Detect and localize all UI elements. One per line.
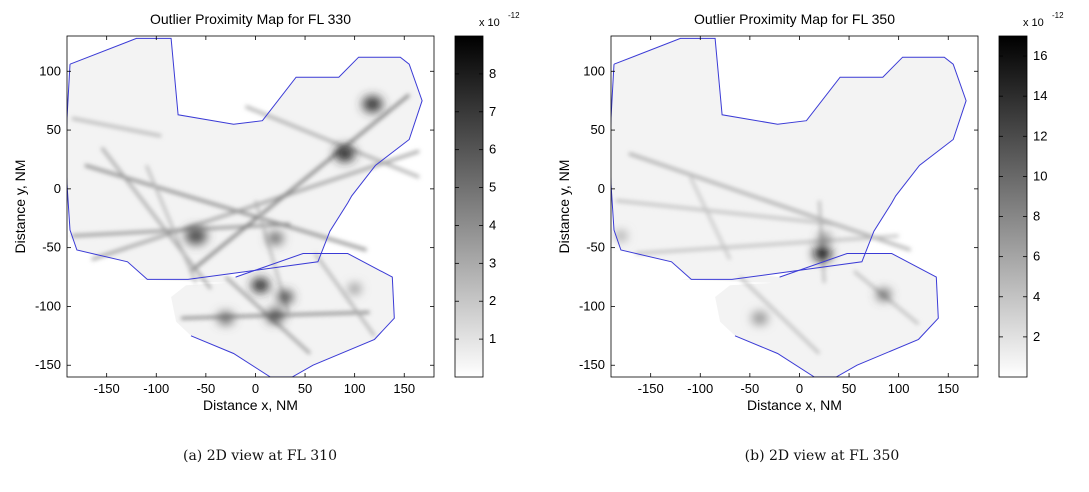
track-line [190, 93, 411, 273]
x-tick-label: -150 [638, 381, 664, 396]
colorbar-tick-label: 12 [1033, 128, 1047, 143]
track-line [84, 163, 367, 252]
axes-frame [610, 35, 979, 378]
colorbar-tick-label: 10 [1033, 168, 1047, 183]
x-tick-label: 100 [344, 381, 366, 396]
hotspot [362, 96, 383, 113]
chart-title: Outlier Proximity Map for FL 330 [150, 11, 351, 27]
hotspots [614, 231, 891, 325]
y-tick-label: -100 [579, 298, 605, 313]
tracks [615, 152, 920, 355]
colorbar-tick-label: 8 [1033, 209, 1040, 224]
x-tick-label: -100 [143, 381, 169, 396]
colorbar-tick-label: 14 [1033, 88, 1047, 103]
x-axis-label: Distance x, NM [747, 397, 842, 413]
x-tick-label: -150 [94, 381, 120, 396]
x-tick-label: 100 [888, 381, 910, 396]
track-line [635, 234, 899, 256]
airspace-boundary-lower [734, 253, 939, 377]
track-line [313, 252, 376, 337]
chart-title: Outlier Proximity Map for FL 350 [694, 11, 895, 27]
colorbar-tick-label: 3 [489, 255, 496, 270]
airspace-boundary [67, 37, 423, 280]
panel-b-chart: -150 -100 -50 0 50 100 150 -150 -100 -50 0 50 100 Out… [556, 11, 1064, 413]
colorbar [998, 35, 1028, 378]
track-line [628, 152, 912, 252]
y-tick-label: -150 [579, 357, 605, 372]
y-tick-label: 0 [54, 181, 61, 196]
colorbar-tick-label: 2 [489, 293, 496, 308]
colorbar-tick-label: 8 [489, 66, 496, 81]
y-tick-label: 50 [591, 122, 605, 137]
x-tick-label: -100 [687, 381, 713, 396]
hotspot [876, 289, 891, 301]
x-tick-label: 50 [842, 381, 856, 396]
colorbar-exponent-label: x 10 [1023, 17, 1044, 29]
x-tick-label: 150 [393, 381, 415, 396]
y-tick-label: -100 [35, 298, 61, 313]
caption-a: (a) 2D view at FL 310 [182, 448, 337, 464]
airspace-boundary-lower [190, 253, 395, 377]
region-haze [611, 38, 967, 280]
x-tick-label: -50 [740, 381, 759, 396]
x-tick-label: 0 [252, 381, 259, 396]
track-line [244, 105, 420, 179]
y-tick-label: -150 [35, 357, 61, 372]
hotspot [348, 284, 361, 294]
panel-a-chart: -150 -100 -50 0 50 100 150 -150 -100 -50 0 50 100 Out… [12, 11, 520, 413]
y-axis-label: Distance y, NM [556, 160, 572, 254]
colorbar-exponent: -12 [508, 11, 520, 20]
y-axis-label: Distance y, NM [12, 160, 28, 254]
colorbar-tick-label: 4 [1033, 289, 1040, 304]
track-line [144, 164, 198, 284]
colorbar-exponent: -12 [1052, 11, 1064, 20]
x-axis-label: Distance x, NM [203, 397, 298, 413]
heatmap-layer [611, 37, 967, 377]
colorbar-tick-label: 4 [489, 217, 496, 232]
colorbar [454, 35, 484, 378]
colorbar-tick-label: 5 [489, 180, 496, 195]
hotspot [266, 308, 285, 324]
x-tick-label: 0 [796, 381, 803, 396]
y-tick-label: 100 [39, 63, 61, 78]
heatmap-layer [67, 37, 423, 377]
hotspot [334, 145, 355, 162]
airspace-boundary [611, 37, 967, 280]
x-tick-label: 50 [298, 381, 312, 396]
colorbar-tick-label: 2 [1033, 329, 1040, 344]
track-line [615, 199, 835, 226]
track-line [100, 146, 213, 290]
region-haze-lower [680, 253, 939, 377]
hotspot [818, 233, 831, 244]
y-tick-label: -50 [42, 240, 61, 255]
y-tick-label: 100 [583, 63, 605, 78]
track-line [689, 176, 732, 261]
caption-b: (b) 2D view at FL 350 [744, 448, 900, 464]
colorbar-exponent-label: x 10 [479, 17, 500, 29]
colorbar-tick-label: 6 [489, 142, 496, 157]
hotspot [277, 290, 294, 304]
colorbar-tick-label: 16 [1033, 48, 1047, 63]
hotspots [184, 96, 383, 325]
colorbar-tick-label: 6 [1033, 249, 1040, 264]
hotspot [251, 278, 270, 293]
x-tick-label: -50 [196, 381, 215, 396]
y-tick-label: 0 [598, 181, 605, 196]
y-tick-label: -50 [586, 240, 605, 255]
track-line [71, 116, 162, 138]
axes-frame [66, 35, 435, 378]
colorbar-tick-label: 1 [489, 331, 496, 346]
y-tick-label: 50 [47, 122, 61, 137]
hotspot [614, 231, 627, 241]
hotspot [267, 231, 284, 245]
hotspot [217, 311, 234, 325]
hotspot [184, 227, 207, 245]
track-line [738, 275, 821, 355]
hotspot [751, 311, 768, 325]
hotspot [813, 246, 832, 261]
colorbar-tick-label: 7 [489, 104, 496, 119]
x-tick-label: 150 [937, 381, 959, 396]
